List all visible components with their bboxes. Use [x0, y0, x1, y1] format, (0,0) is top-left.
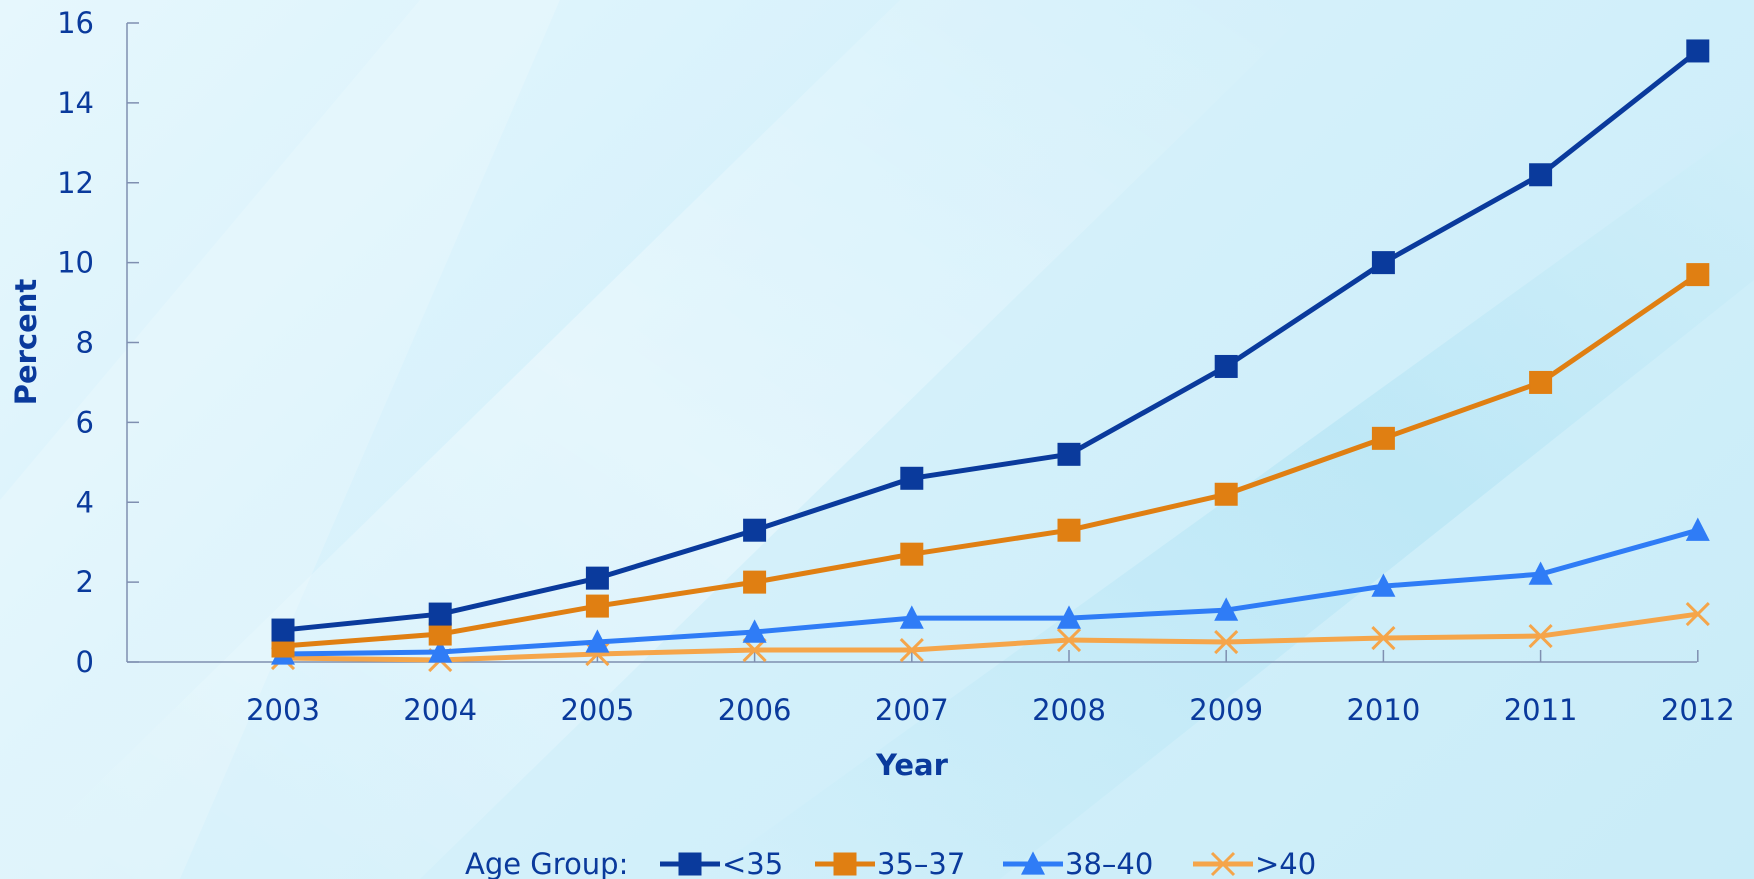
- y-ticks: 0 2 4 6 8 10 12 14 16: [57, 6, 139, 679]
- data-point: [1371, 426, 1395, 450]
- legend-entry: 38–40: [1003, 847, 1153, 879]
- x-tick-label: 2010: [1346, 693, 1420, 727]
- series-line: [282, 527, 1699, 657]
- data-point: [1371, 625, 1396, 651]
- y-tick-label: 8: [76, 326, 94, 360]
- data-point: [743, 518, 767, 542]
- series-line: [282, 48, 1700, 633]
- y-tick-label: 0: [76, 645, 94, 679]
- data-point: [271, 618, 295, 642]
- x-tick-label: 2009: [1189, 693, 1263, 727]
- legend-swatch-marker: [1210, 851, 1236, 877]
- data-point: [1057, 442, 1081, 466]
- y-tick-label: 12: [57, 166, 94, 200]
- series-line: [282, 611, 1699, 663]
- data-point: [1057, 518, 1081, 542]
- data-point: [1529, 370, 1553, 394]
- y-tick-label: 2: [76, 565, 94, 599]
- x-tick-label: 2003: [246, 693, 320, 727]
- data-point: [1371, 573, 1396, 597]
- data-point: [428, 622, 452, 646]
- data-point: [899, 637, 924, 663]
- data-point: [742, 619, 767, 643]
- x-tick-label: 2006: [718, 693, 792, 727]
- data-point: [743, 570, 767, 594]
- legend-entry: 35–37: [815, 847, 965, 879]
- data-point: [1686, 39, 1710, 63]
- x-tick-label: 2007: [875, 693, 949, 727]
- legend-swatch-marker: [678, 852, 702, 876]
- legend-entry: >40: [1193, 847, 1316, 879]
- data-point: [899, 605, 924, 629]
- legend-title: Age Group:: [465, 847, 628, 879]
- data-point: [585, 629, 610, 653]
- legend-label: 38–40: [1065, 847, 1153, 879]
- data-point: [428, 639, 453, 663]
- series-1: [271, 263, 1710, 658]
- legend-entry: <35: [660, 847, 783, 879]
- data-point: [900, 466, 924, 490]
- x-ticks: 2003 2004 2005 2006 2007 2008 2009 2010 2011 2012: [246, 650, 1735, 727]
- y-tick-label: 14: [57, 86, 94, 120]
- legend-label: 35–37: [877, 847, 965, 879]
- data-point: [1528, 561, 1553, 585]
- data-point: [1529, 163, 1553, 187]
- series-2: [271, 517, 1710, 665]
- legend-label: <35: [722, 847, 783, 879]
- y-tick-label: 10: [57, 246, 94, 280]
- y-tick-label: 4: [76, 485, 94, 519]
- data-point: [1685, 517, 1710, 541]
- x-tick-label: 2005: [560, 693, 634, 727]
- data-point: [1528, 623, 1553, 649]
- data-point: [585, 594, 609, 618]
- series-layer: [270, 39, 1710, 673]
- x-tick-label: 2011: [1504, 693, 1578, 727]
- x-tick-label: 2012: [1661, 693, 1735, 727]
- data-point: [1057, 605, 1081, 629]
- data-point: [900, 542, 924, 566]
- legend-swatch-marker: [1021, 851, 1045, 875]
- data-point: [1214, 629, 1239, 655]
- data-point: [1214, 354, 1238, 378]
- legend: Age Group: <35 35–37 38–40 >40: [465, 847, 1316, 879]
- series-0: [271, 39, 1710, 642]
- data-point: [428, 602, 452, 626]
- data-point: [1214, 597, 1239, 621]
- data-point: [1214, 482, 1238, 506]
- x-tick-label: 2004: [403, 693, 477, 727]
- x-axis-label: Year: [875, 748, 949, 782]
- data-point: [1056, 627, 1082, 653]
- y-tick-label: 6: [76, 405, 94, 439]
- x-tick-label: 2008: [1032, 693, 1106, 727]
- legend-label: >40: [1255, 847, 1316, 879]
- data-point: [1686, 263, 1710, 287]
- series-line: [282, 272, 1700, 649]
- data-point: [585, 566, 609, 590]
- y-axis-label: Percent: [9, 279, 43, 406]
- data-point: [1685, 602, 1710, 627]
- data-point: [1371, 251, 1395, 275]
- legend-swatch-marker: [833, 852, 857, 876]
- y-tick-label: 16: [57, 6, 94, 40]
